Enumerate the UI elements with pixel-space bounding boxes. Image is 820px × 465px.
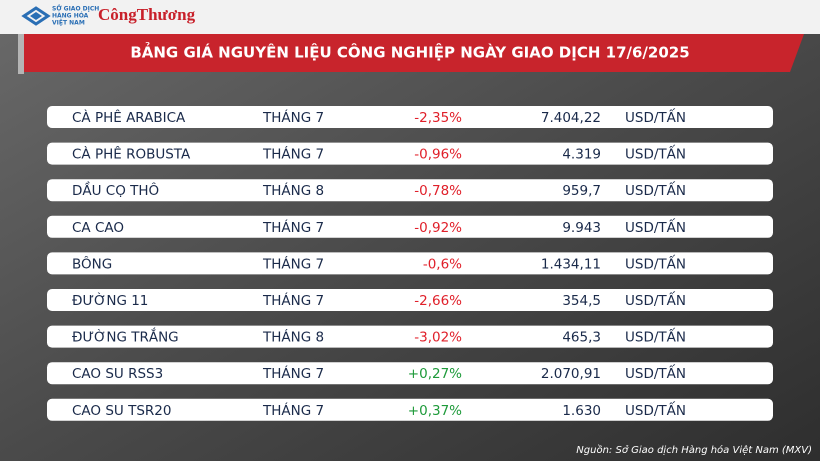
commodity: CAO SU TSR20 <box>72 403 171 419</box>
logo-line: SỞ GIAO DỊCH <box>52 5 99 13</box>
change: -0,78% <box>414 183 462 199</box>
change: +0,27% <box>408 366 462 382</box>
price: 959,7 <box>562 183 601 199</box>
commodity: BÔNG <box>72 254 112 272</box>
price: 465,3 <box>562 330 601 346</box>
month: THÁNG 7 <box>262 402 324 419</box>
unit: USD/TẤN <box>625 144 686 163</box>
price: 1.434,11 <box>541 256 601 272</box>
logo-line: HÀNG HÓA <box>52 13 89 20</box>
row-background <box>47 325 773 348</box>
price: 7.404,22 <box>541 110 601 126</box>
row-background <box>47 252 773 275</box>
month: THÁNG 7 <box>262 109 324 126</box>
brand: CôngThương <box>98 5 196 24</box>
month: THÁNG 8 <box>262 182 324 199</box>
change: -0,92% <box>414 220 462 236</box>
price: 354,5 <box>562 293 601 309</box>
change: -0,6% <box>423 256 462 272</box>
unit: USD/TẤN <box>625 253 686 272</box>
row-background <box>47 179 773 202</box>
unit: USD/TẤN <box>625 107 686 126</box>
commodity: DẦU CỌ THÔ <box>72 180 159 199</box>
unit: USD/TẤN <box>625 180 686 199</box>
unit: USD/TẤN <box>625 290 686 309</box>
unit: USD/TẤN <box>625 400 686 419</box>
unit: USD/TẤN <box>625 363 686 382</box>
month: THÁNG 7 <box>262 255 324 272</box>
commodity: ĐƯỜNG TRẮNG <box>72 327 179 346</box>
month: THÁNG 7 <box>262 219 324 236</box>
change: -2,66% <box>414 293 462 309</box>
month: THÁNG 8 <box>262 329 324 346</box>
title: BẢNG GIÁ NGUYÊN LIỆU CÔNG NGHIỆP NGÀY GI… <box>130 41 689 62</box>
source: Nguồn: Sở Giao dịch Hàng hóa Việt Nam (M… <box>576 444 812 456</box>
commodity: CÀ PHÊ ROBUSTA <box>72 145 191 163</box>
commodity: CA CAO <box>72 220 124 236</box>
change: -2,35% <box>414 110 462 126</box>
change: +0,37% <box>408 403 462 419</box>
row-background <box>47 106 773 128</box>
change: -0,96% <box>414 147 462 163</box>
price: 9.943 <box>562 220 601 236</box>
price: 4.319 <box>562 147 601 163</box>
row-background <box>47 362 773 385</box>
change: -3,02% <box>414 330 462 346</box>
commodity: CÀ PHÊ ARABICA <box>72 108 186 126</box>
header-bar <box>0 0 820 34</box>
table: CÀ PHÊ ARABICA THÁNG 7 -2,35% 7.404,22 USD/T… <box>47 106 773 421</box>
logo-icon <box>21 6 51 26</box>
price: 2.070,91 <box>541 366 601 382</box>
month: THÁNG 7 <box>262 365 324 382</box>
commodity: ĐƯỜNG 11 <box>72 291 148 309</box>
commodity: CAO SU RSS3 <box>72 366 163 382</box>
row-background <box>47 215 773 238</box>
row-background <box>47 142 773 165</box>
month: THÁNG 7 <box>262 146 324 163</box>
month: THÁNG 7 <box>262 292 324 309</box>
banner-edge <box>18 34 24 74</box>
unit: USD/TẤN <box>625 217 686 236</box>
price: 1.630 <box>562 403 601 419</box>
unit: USD/TẤN <box>625 327 686 346</box>
row-background <box>47 289 773 311</box>
logo-line: VIỆT NAM <box>52 19 85 27</box>
row-background <box>47 398 773 421</box>
title-banner <box>24 34 804 72</box>
